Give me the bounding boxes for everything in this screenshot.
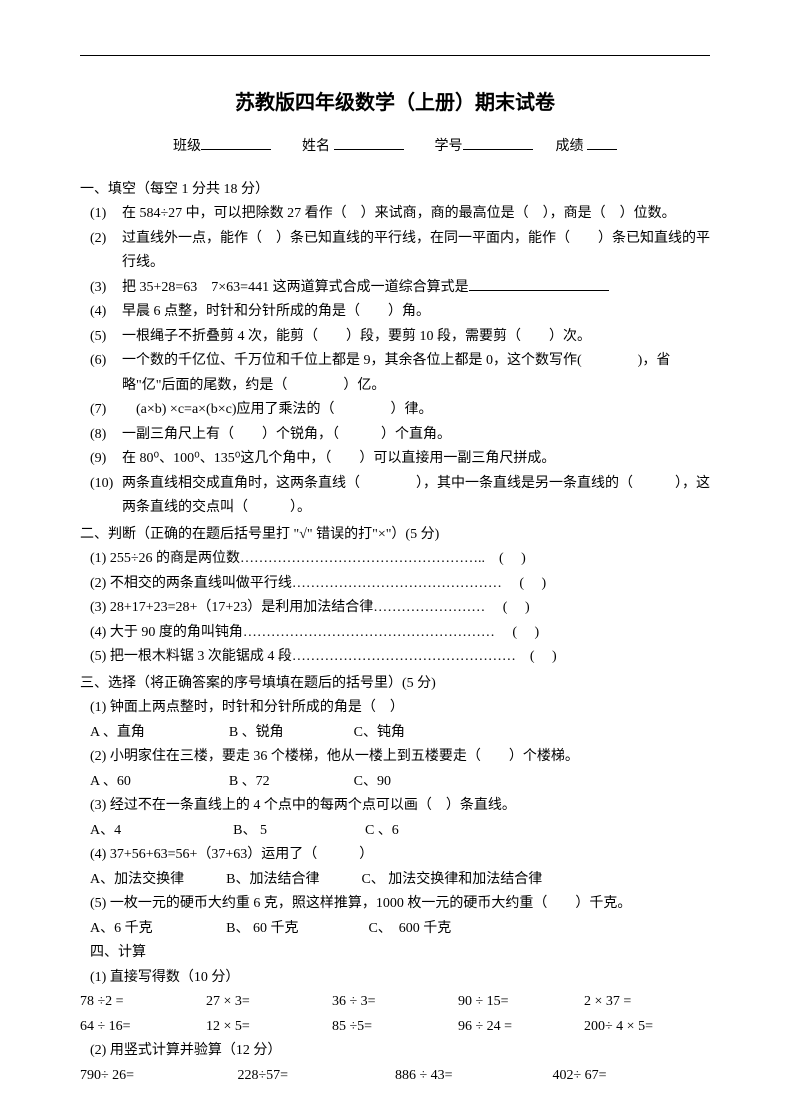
q1-1: (1) 在 584÷27 中，可以把除数 27 看作（ ）来试商，商的最高位是（… [80, 202, 710, 227]
calc-row-1: 78 ÷2 = 27 × 3= 36 ÷ 3= 90 ÷ 15= 2 × 37 … [80, 990, 710, 1015]
q-num: (6) [80, 349, 122, 374]
calc-item: 200÷ 4 × 5= [584, 1015, 710, 1040]
section-1-title: 一、填空（每空 1 分共 18 分） [80, 178, 710, 203]
q-text: 一根绳子不折叠剪 4 次，能剪（ ）段，要剪 10 段，需要剪（ ）次。 [122, 325, 710, 350]
q-num: (4) [80, 300, 122, 325]
class-label: 班级 [173, 139, 201, 154]
q3-2-options: A 、60 B 、72 C、90 [80, 770, 710, 795]
s4-sub1: (1) 直接写得数（10 分） [80, 966, 710, 991]
q1-2: (2) 过直线外一点，能作（ ）条已知直线的平行线，在同一平面内，能作（ ）条已… [80, 227, 710, 276]
page-top-rule [80, 55, 710, 56]
q-num: (8) [80, 423, 122, 448]
calc-item: 90 ÷ 15= [458, 990, 584, 1015]
q-text-inner: 把 35+28=63 7×63=441 这两道算式合成一道综合算式是 [122, 280, 469, 295]
q1-5: (5) 一根绳子不折叠剪 4 次，能剪（ ）段，要剪 10 段，需要剪（ ）次。 [80, 325, 710, 350]
q1-6: (6) 一个数的千亿位、千万位和千位上都是 9，其余各位上都是 0，这个数写作(… [80, 349, 710, 398]
calc-item: 228÷57= [238, 1064, 396, 1089]
section-2-title: 二、判断（正确的在题后括号里打 "√" 错误的打"×"）(5 分) [80, 523, 710, 548]
q-num: (7) [80, 398, 122, 423]
q2-3: (3) 28+17+23=28+（17+23）是利用加法结合律…………………… … [80, 596, 710, 621]
q-text: 在 80⁰、100⁰、135⁰这几个角中，（ ）可以直接用一副三角尺拼成。 [122, 447, 710, 472]
q1-7: (7) (a×b) ×c=a×(b×c)应用了乘法的（ ）律。 [80, 398, 710, 423]
q3-4-options: A、加法交换律 B、加法结合律 C、 加法交换律和加法结合律 [80, 868, 710, 893]
calc-item: 402÷ 67= [553, 1064, 711, 1089]
name-label: 姓名 [302, 139, 330, 154]
calc-item: 886 ÷ 43= [395, 1064, 553, 1089]
calc-item: 27 × 3= [206, 990, 332, 1015]
name-blank [334, 136, 404, 150]
q3-1: (1) 钟面上两点整时，时针和分针所成的角是（ ） [80, 696, 710, 721]
q-num: (3) [80, 276, 122, 301]
q3-4: (4) 37+56+63=56+（37+63）运用了（ ） [80, 843, 710, 868]
q-num: (2) [80, 227, 122, 252]
q1-4: (4) 早晨 6 点整，时针和分针所成的角是（ ）角。 [80, 300, 710, 325]
section-4-title: 四、计算 [80, 941, 710, 966]
q-text: (a×b) ×c=a×(b×c)应用了乘法的（ ）律。 [122, 398, 710, 423]
q-num: (9) [80, 447, 122, 472]
q2-4: (4) 大于 90 度的角叫钝角……………………………………………… ( ) [80, 621, 710, 646]
q1-9: (9) 在 80⁰、100⁰、135⁰这几个角中，（ ）可以直接用一副三角尺拼成… [80, 447, 710, 472]
student-info-row: 班级 姓名 学号 成绩 [80, 135, 710, 160]
answer-blank [469, 277, 609, 291]
calc-item: 12 × 5= [206, 1015, 332, 1040]
s4-sub2: (2) 用竖式计算并验算（12 分） [80, 1039, 710, 1064]
q3-3-options: A、4 B、 5 C 、6 [80, 819, 710, 844]
score-blank [587, 136, 617, 150]
q1-8: (8) 一副三角尺上有（ ）个锐角，（ ）个直角。 [80, 423, 710, 448]
id-blank [463, 136, 533, 150]
section-3-title: 三、选择（将正确答案的序号填填在题后的括号里）(5 分) [80, 672, 710, 697]
id-label: 学号 [435, 139, 463, 154]
q3-3: (3) 经过不在一条直线上的 4 个点中的每两个点可以画（ ）条直线。 [80, 794, 710, 819]
calc-item: 64 ÷ 16= [80, 1015, 206, 1040]
q-text: 过直线外一点，能作（ ）条已知直线的平行线，在同一平面内，能作（ ）条已知直线的… [122, 227, 710, 276]
q-text: 一副三角尺上有（ ）个锐角，（ ）个直角。 [122, 423, 710, 448]
q2-5: (5) 把一根木料锯 3 次能锯成 4 段………………………………………… ( … [80, 645, 710, 670]
calc-row-3: 790÷ 26= 228÷57= 886 ÷ 43= 402÷ 67= [80, 1064, 710, 1089]
q1-3: (3) 把 35+28=63 7×63=441 这两道算式合成一道综合算式是 [80, 276, 710, 301]
q-num: (10) [80, 472, 122, 497]
calc-item: 2 × 37 = [584, 990, 710, 1015]
q-text: 两条直线相交成直角时，这两条直线（ ），其中一条直线是另一条直线的（ ），这两条… [122, 472, 710, 521]
calc-item: 790÷ 26= [80, 1064, 238, 1089]
q2-1: (1) 255÷26 的商是两位数…………………………………………….. ( ) [80, 547, 710, 572]
q-num: (5) [80, 325, 122, 350]
q-text: 在 584÷27 中，可以把除数 27 看作（ ）来试商，商的最高位是（ ），商… [122, 202, 710, 227]
q2-2: (2) 不相交的两条直线叫做平行线……………………………………… ( ) [80, 572, 710, 597]
exam-title: 苏教版四年级数学（上册）期末试卷 [80, 86, 710, 121]
q3-5-options: A、6 千克 B、 60 千克 C、 600 千克 [80, 917, 710, 942]
calc-item: 78 ÷2 = [80, 990, 206, 1015]
q-text: 把 35+28=63 7×63=441 这两道算式合成一道综合算式是 [122, 276, 710, 301]
class-blank [201, 136, 271, 150]
calc-item: 36 ÷ 3= [332, 990, 458, 1015]
q-text: 一个数的千亿位、千万位和千位上都是 9，其余各位上都是 0，这个数写作( )，省… [122, 349, 710, 398]
q3-1-options: A 、直角 B 、锐角 C、钝角 [80, 721, 710, 746]
calc-item: 85 ÷5= [332, 1015, 458, 1040]
q3-5: (5) 一枚一元的硬币大约重 6 克，照这样推算，1000 枚一元的硬币大约重（… [80, 892, 710, 917]
q3-2: (2) 小明家住在三楼，要走 36 个楼梯，他从一楼上到五楼要走（ ）个楼梯。 [80, 745, 710, 770]
score-label: 成绩 [556, 139, 584, 154]
q-num: (1) [80, 202, 122, 227]
calc-item: 96 ÷ 24 = [458, 1015, 584, 1040]
q-text: 早晨 6 点整，时针和分针所成的角是（ ）角。 [122, 300, 710, 325]
calc-row-2: 64 ÷ 16= 12 × 5= 85 ÷5= 96 ÷ 24 = 200÷ 4… [80, 1015, 710, 1040]
q1-10: (10) 两条直线相交成直角时，这两条直线（ ），其中一条直线是另一条直线的（ … [80, 472, 710, 521]
